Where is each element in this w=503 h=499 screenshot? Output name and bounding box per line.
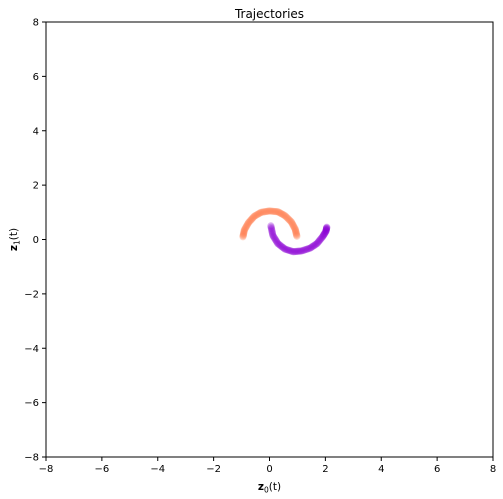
x-tick-label: −8 xyxy=(39,464,54,475)
x-tick-label: 8 xyxy=(490,464,496,475)
x-tick-label: −6 xyxy=(95,464,110,475)
y-tick-label: 6 xyxy=(33,72,39,83)
x-tick-label: 6 xyxy=(434,464,440,475)
y-tick-label: −2 xyxy=(24,289,39,300)
x-axis-label: z0(t) xyxy=(258,481,281,495)
x-tick-label: 2 xyxy=(322,464,328,475)
plot-frame xyxy=(46,22,493,457)
y-axis-ticks: −8 −6 −4 −2 0 2 4 6 8 xyxy=(24,18,46,464)
x-tick-label: 0 xyxy=(266,464,272,475)
trajectory-point-series-2 xyxy=(323,224,330,231)
chart-title: Trajectories xyxy=(234,7,304,21)
y-tick-label: −8 xyxy=(24,453,39,464)
x-tick-label: −2 xyxy=(206,464,221,475)
trajectory-point-series-1 xyxy=(293,233,300,240)
x-tick-label: 4 xyxy=(378,464,384,475)
x-axis-ticks: −8 −6 −4 −2 0 2 4 6 8 xyxy=(39,457,497,475)
y-tick-label: −4 xyxy=(24,344,39,355)
y-tick-label: 8 xyxy=(33,18,39,29)
y-axis-label: z1(t) xyxy=(8,228,22,251)
y-tick-label: 0 xyxy=(33,235,39,246)
y-tick-label: 4 xyxy=(33,126,39,137)
plot-points xyxy=(239,207,330,255)
y-tick-label: −6 xyxy=(24,398,39,409)
y-tick-label: 2 xyxy=(33,181,39,192)
x-tick-label: −4 xyxy=(150,464,165,475)
